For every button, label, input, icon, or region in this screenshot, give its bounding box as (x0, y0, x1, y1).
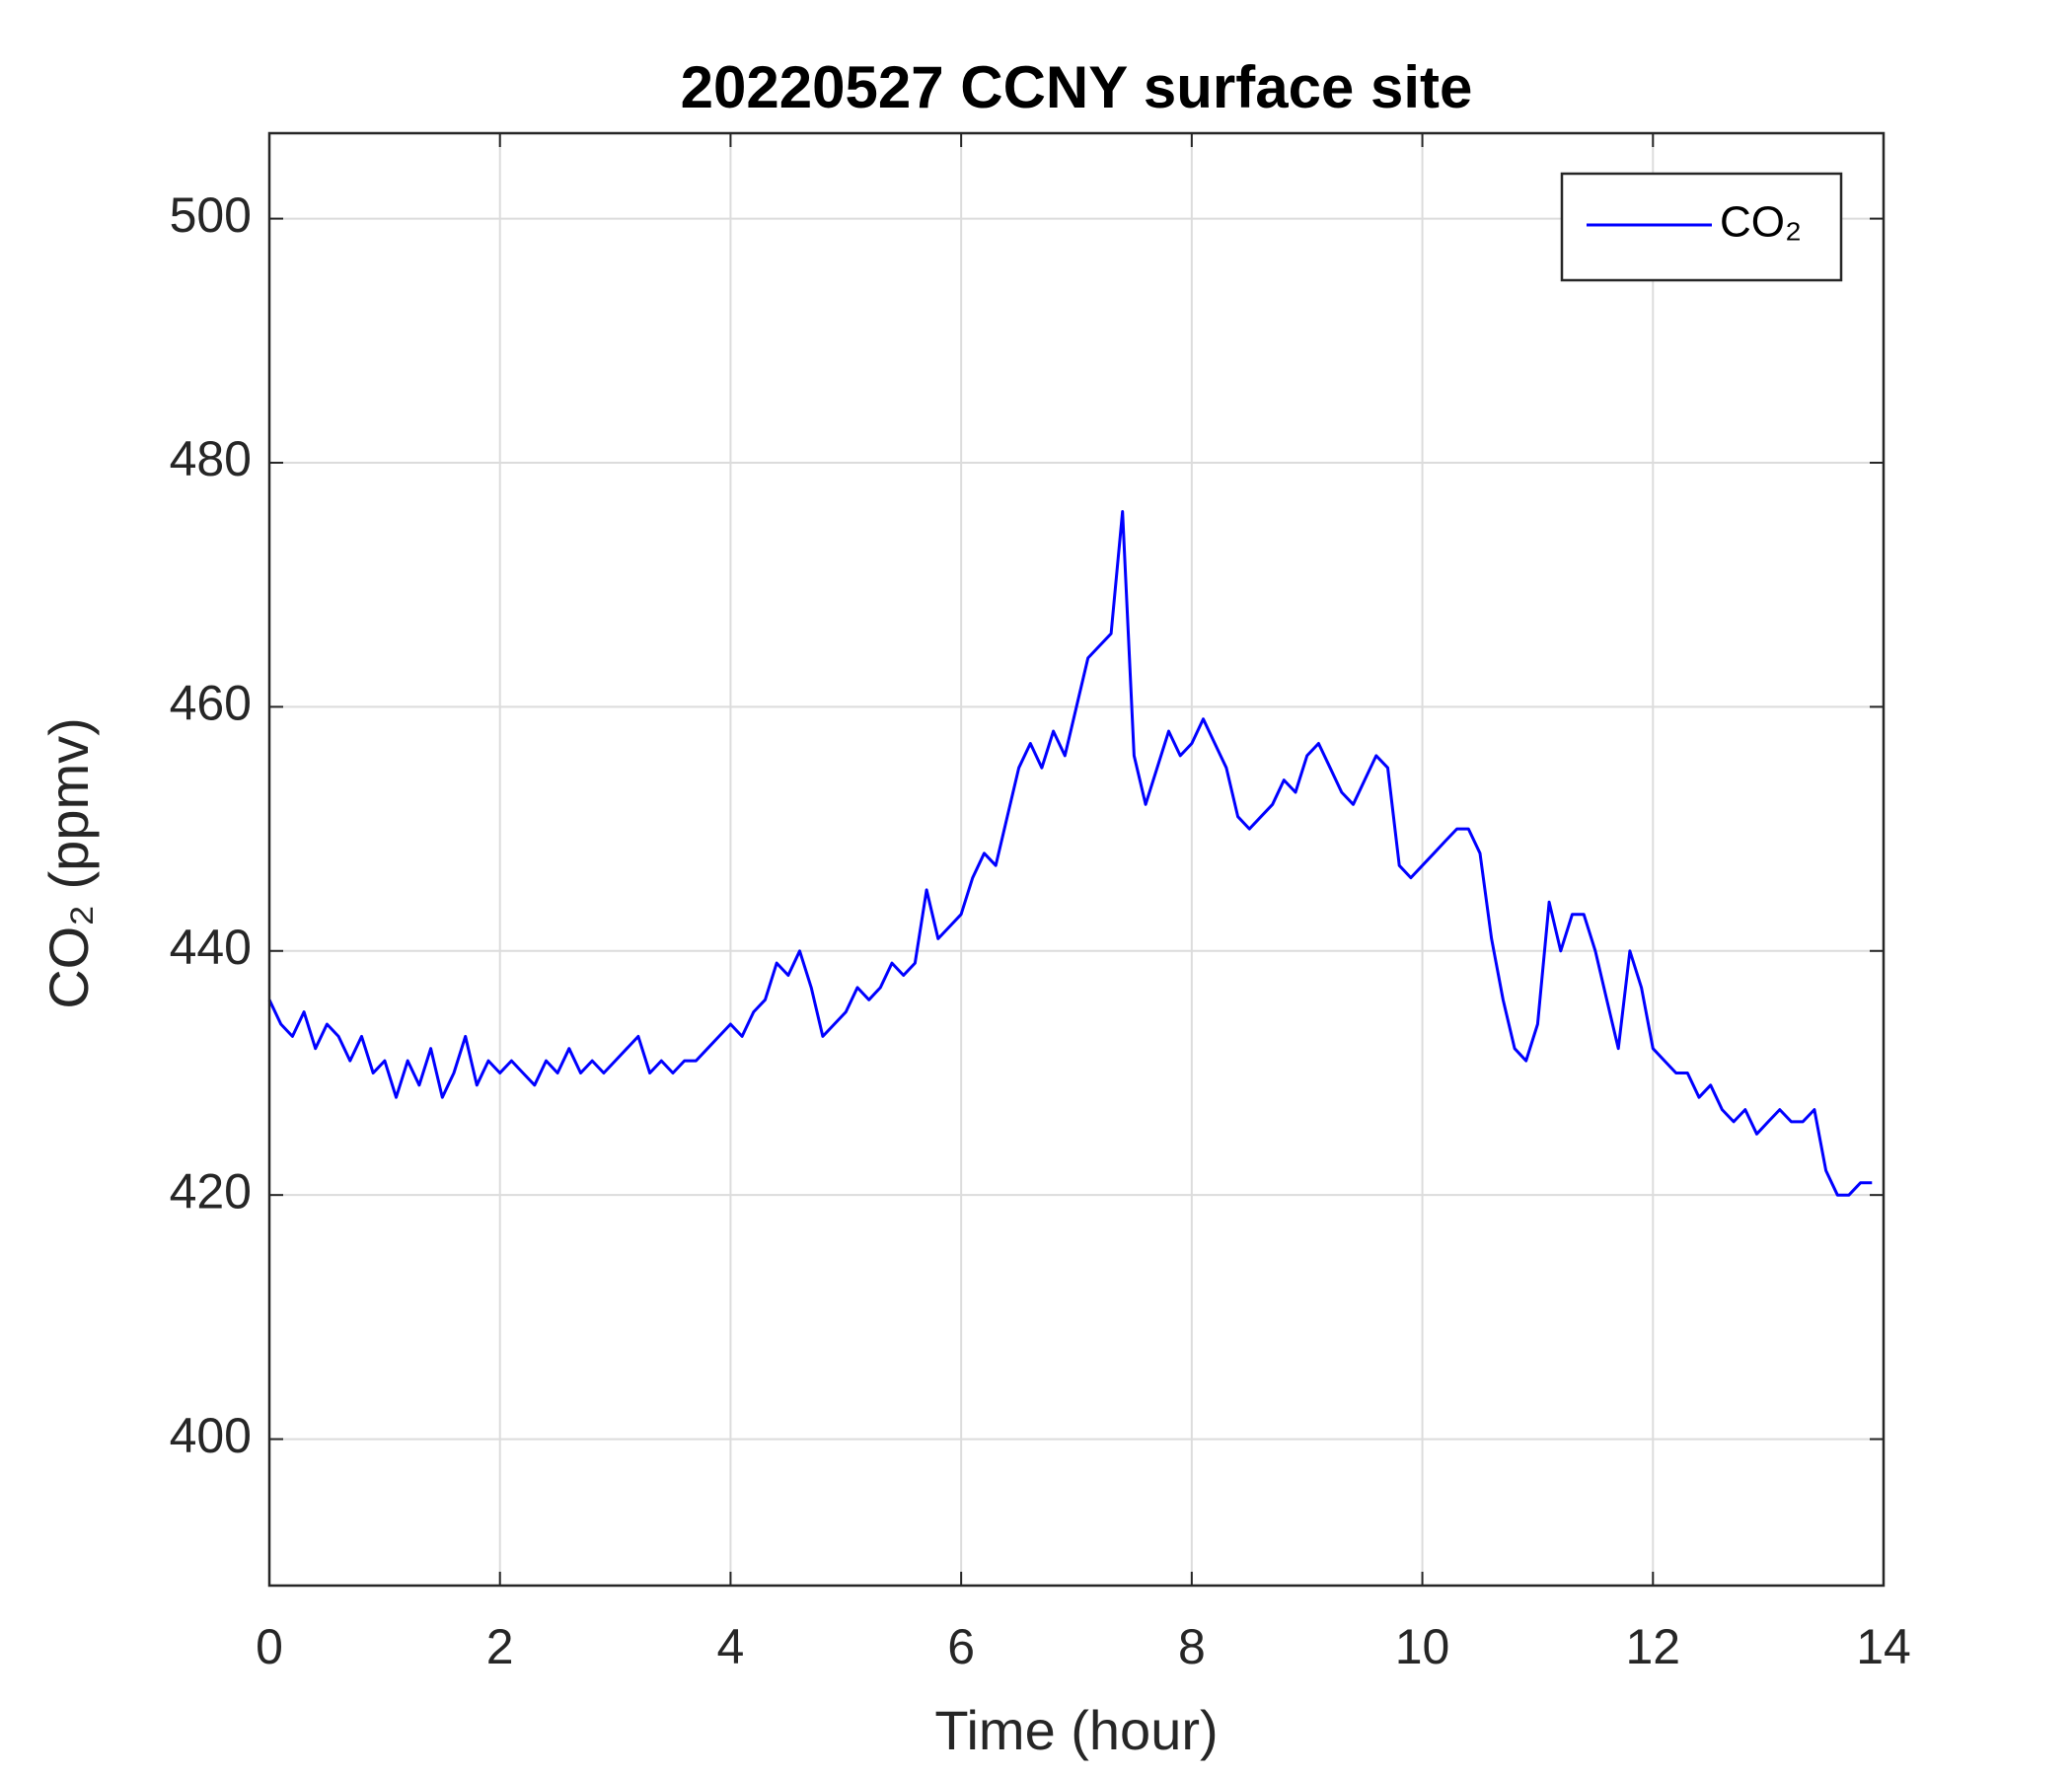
x-tick-label: 10 (1395, 1619, 1450, 1674)
y-tick-label: 440 (170, 920, 252, 975)
chart-title: 20220527 CCNY surface site (681, 54, 1473, 120)
x-tick-label: 0 (256, 1619, 283, 1674)
x-tick-label: 2 (486, 1619, 514, 1674)
legend-box (1560, 172, 1843, 282)
x-tick-label: 6 (947, 1619, 975, 1674)
y-tick-label: 480 (170, 431, 252, 486)
x-axis-label: Time (hour) (934, 1699, 1218, 1761)
y-axis-label: CO₂ (ppmv) (37, 717, 100, 1009)
x-tick-label: 14 (1856, 1619, 1911, 1674)
y-tick-label: 460 (170, 676, 252, 731)
x-tick-label: 8 (1178, 1619, 1206, 1674)
y-tick-label: 420 (170, 1163, 252, 1219)
plot-frame (267, 131, 1886, 1588)
y-tick-label: 500 (170, 187, 252, 243)
x-tick-label: 12 (1625, 1619, 1680, 1674)
x-tick-label: 4 (717, 1619, 745, 1674)
data-line (267, 510, 1873, 1197)
y-tick-label: 400 (170, 1408, 252, 1463)
legend-label: CO₂ (1720, 198, 1802, 247)
